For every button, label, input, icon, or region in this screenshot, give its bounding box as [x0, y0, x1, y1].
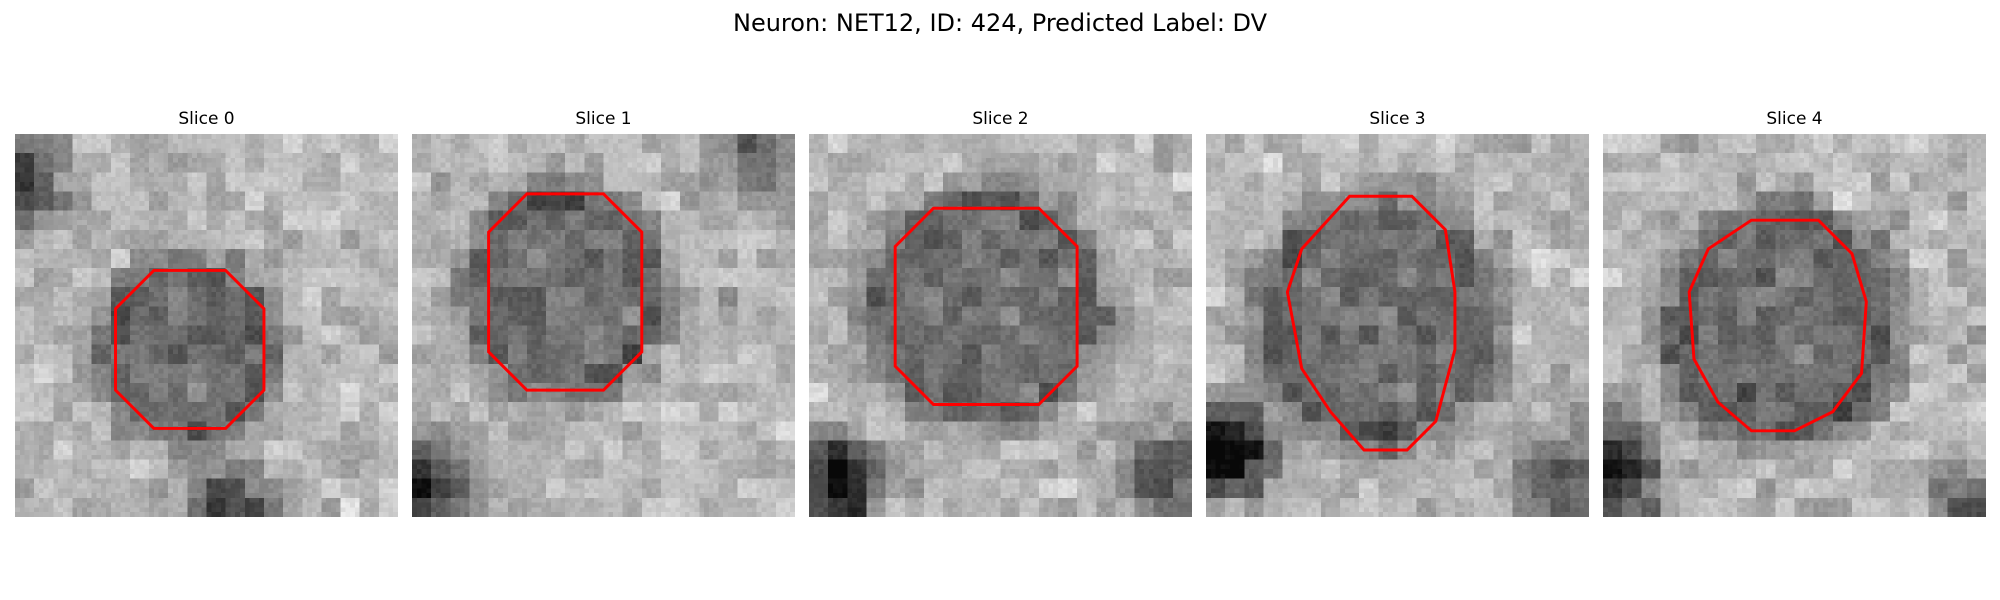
roi-overlay-3 — [1285, 194, 1457, 452]
slice-panel-4: Slice 4 — [1603, 108, 1986, 518]
slice-image-4 — [1603, 134, 1986, 517]
roi-overlay-1 — [487, 192, 644, 392]
roi-contour-4 — [1687, 218, 1868, 433]
roi-contour-2 — [893, 206, 1079, 406]
roi-overlay-4 — [1687, 218, 1868, 433]
slice-title-4: Slice 4 — [1766, 109, 1823, 129]
slice-panel-3: Slice 3 — [1206, 108, 1589, 518]
roi-overlay-2 — [893, 206, 1079, 406]
roi-overlay-0 — [114, 268, 266, 430]
slice-panel-0: Slice 0 — [15, 108, 398, 518]
roi-contour-1 — [487, 192, 644, 392]
slice-title-3: Slice 3 — [1369, 109, 1426, 129]
roi-contour-3 — [1285, 194, 1457, 452]
slice-image-0 — [15, 134, 398, 517]
slice-panel-2: Slice 2 — [809, 108, 1192, 518]
slice-title-0: Slice 0 — [178, 109, 235, 129]
slice-title-1: Slice 1 — [575, 109, 632, 129]
figure-title: Neuron: NET12, ID: 424, Predicted Label:… — [732, 9, 1268, 37]
slice-image-1 — [412, 134, 795, 517]
slice-image-2 — [809, 134, 1192, 517]
slice-title-2: Slice 2 — [972, 109, 1029, 129]
slice-image-3 — [1206, 134, 1589, 517]
roi-contour-0 — [114, 268, 266, 430]
slice-panel-1: Slice 1 — [412, 108, 795, 518]
